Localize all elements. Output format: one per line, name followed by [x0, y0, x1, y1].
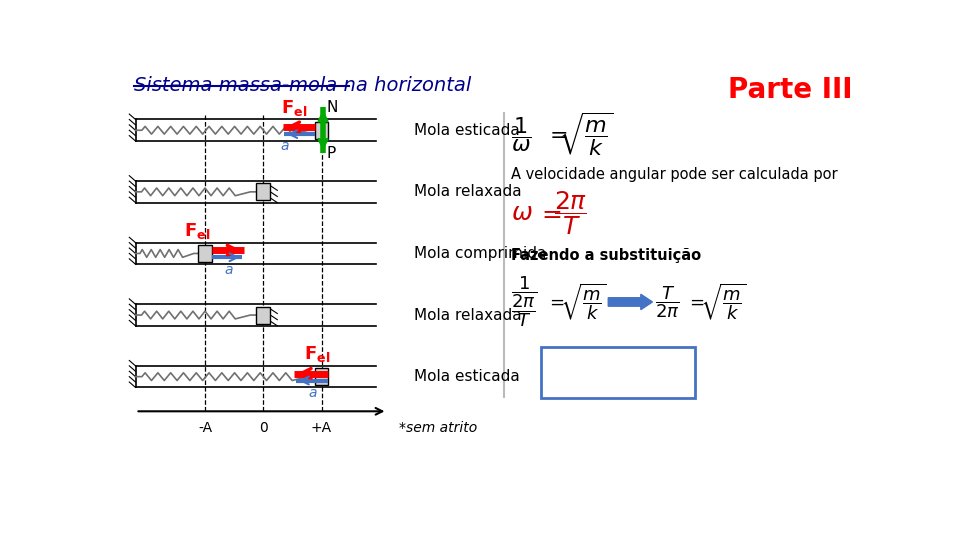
FancyArrow shape — [609, 294, 653, 309]
FancyBboxPatch shape — [540, 347, 695, 398]
Text: $=$: $=$ — [546, 293, 564, 311]
Text: Fazendo a substituição: Fazendo a substituição — [512, 248, 702, 264]
Text: P: P — [327, 146, 336, 161]
Text: $\sqrt{\dfrac{m}{k}}$: $\sqrt{\dfrac{m}{k}}$ — [561, 282, 607, 322]
Bar — [199, 245, 212, 262]
Text: a: a — [280, 139, 289, 153]
Bar — [256, 184, 271, 200]
Text: a: a — [308, 386, 317, 400]
Bar — [315, 368, 328, 385]
Text: Parte III: Parte III — [728, 76, 852, 104]
Bar — [315, 122, 328, 139]
Bar — [256, 307, 271, 323]
Text: $\sqrt{\dfrac{m}{k}}$: $\sqrt{\dfrac{m}{k}}$ — [558, 111, 613, 158]
Text: $=$: $=$ — [544, 124, 567, 144]
Text: Mola relaxada: Mola relaxada — [415, 308, 522, 322]
Text: $T = 2\pi$: $T = 2\pi$ — [554, 361, 629, 385]
Text: $\dfrac{T}{2\pi}$: $\dfrac{T}{2\pi}$ — [655, 284, 680, 320]
Text: a: a — [225, 262, 232, 276]
Text: $\sqrt{\dfrac{m}{k}}$: $\sqrt{\dfrac{m}{k}}$ — [632, 346, 691, 400]
Text: $\sqrt{\dfrac{m}{k}}$: $\sqrt{\dfrac{m}{k}}$ — [700, 282, 746, 322]
Text: $\dfrac{1}{\dfrac{2\pi}{T}}$: $\dfrac{1}{\dfrac{2\pi}{T}}$ — [512, 275, 538, 329]
Text: +A: +A — [311, 421, 332, 435]
Text: $\dfrac{1}{\omega}$: $\dfrac{1}{\omega}$ — [512, 114, 532, 153]
Text: $\mathbf{F_{el}}$: $\mathbf{F_{el}}$ — [184, 221, 210, 241]
Text: $\dfrac{2\pi}{T}$: $\dfrac{2\pi}{T}$ — [554, 189, 588, 237]
Text: A velocidade angular pode ser calculada por: A velocidade angular pode ser calculada … — [512, 167, 838, 183]
Text: Mola comprimida: Mola comprimida — [415, 246, 547, 261]
Text: 0: 0 — [259, 421, 268, 435]
Text: $\omega$: $\omega$ — [512, 201, 533, 225]
Text: Sistema massa-mola na horizontal: Sistema massa-mola na horizontal — [134, 76, 471, 94]
Text: $\mathbf{F_{el}}$: $\mathbf{F_{el}}$ — [304, 345, 331, 364]
Text: $=$: $=$ — [537, 201, 562, 225]
Text: $=$: $=$ — [685, 293, 705, 311]
Text: *sem atrito: *sem atrito — [399, 421, 477, 435]
Text: -A: -A — [198, 421, 212, 435]
Text: Mola relaxada: Mola relaxada — [415, 184, 522, 199]
Text: Mola esticada: Mola esticada — [415, 123, 520, 138]
Text: Mola esticada: Mola esticada — [415, 369, 520, 384]
Text: N: N — [327, 100, 338, 114]
Text: $\mathbf{F_{el}}$: $\mathbf{F_{el}}$ — [281, 98, 307, 118]
